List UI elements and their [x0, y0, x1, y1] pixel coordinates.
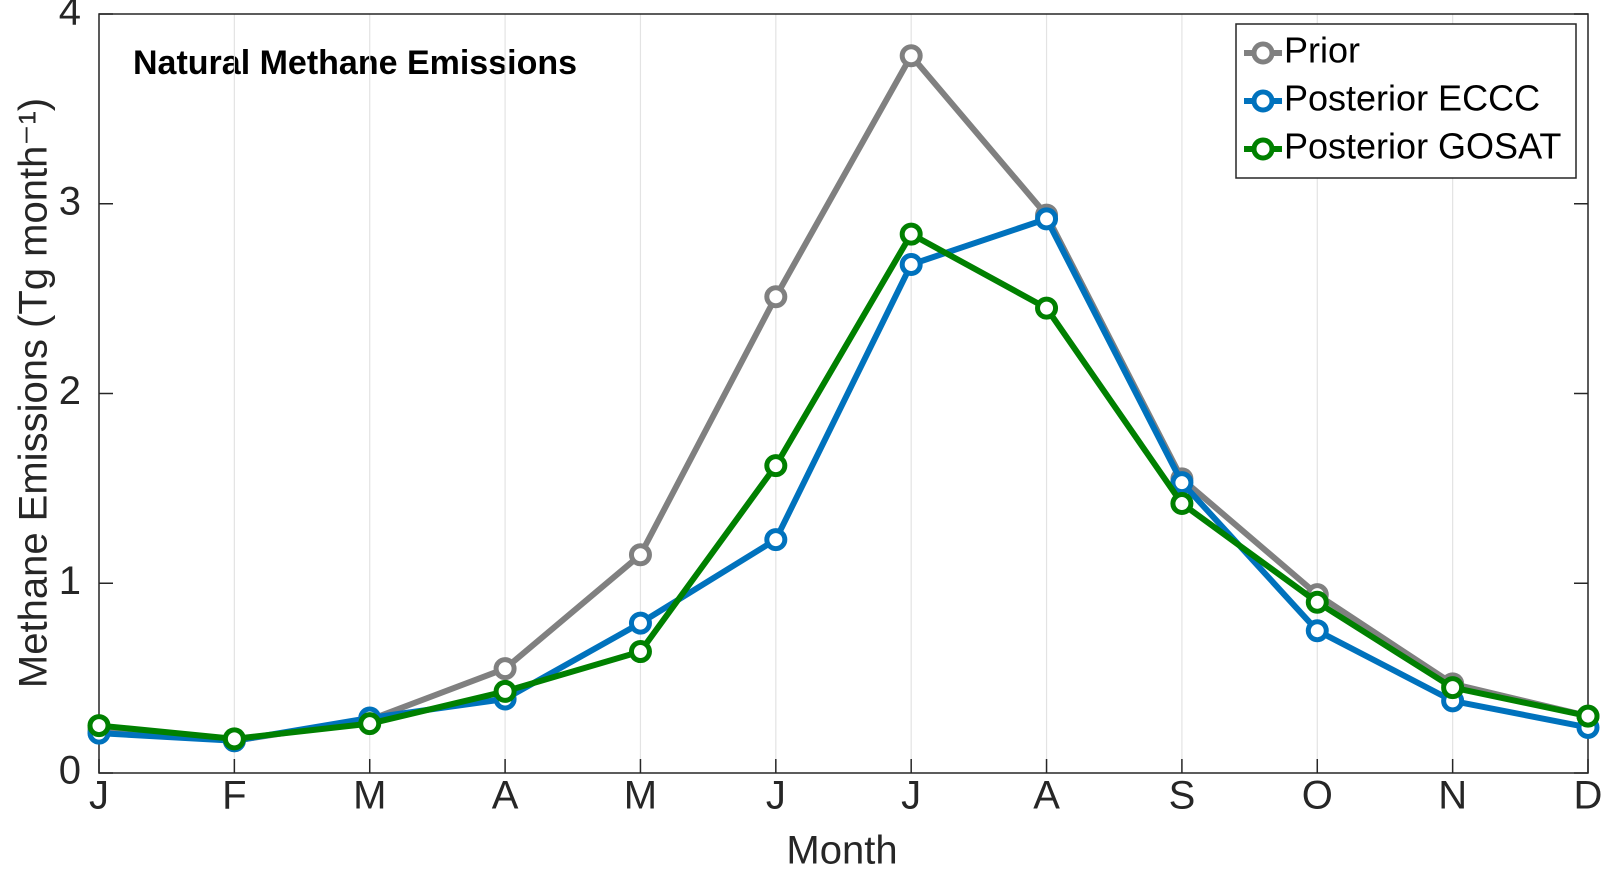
- data-point: [358, 712, 382, 736]
- x-tick-label: J: [766, 774, 786, 818]
- data-point: [899, 252, 923, 276]
- x-tick-label: S: [1169, 774, 1196, 818]
- y-tick-label: 4: [59, 0, 81, 34]
- series-line: [98, 215, 1589, 744]
- data-point: [1170, 471, 1194, 495]
- x-tick-label: M: [624, 774, 657, 818]
- x-tick-label: A: [492, 774, 519, 818]
- data-point: [1576, 704, 1600, 728]
- y-tick-label: 1: [59, 559, 81, 603]
- y-tick-label: 2: [59, 369, 81, 413]
- data-point: [628, 543, 652, 567]
- data-point: [628, 640, 652, 664]
- data-point: [764, 285, 788, 309]
- x-tick-label: D: [1574, 774, 1603, 818]
- data-point: [222, 727, 246, 751]
- y-tick-label: 0: [59, 749, 81, 793]
- legend-marker: [1251, 41, 1275, 65]
- x-tick-label: N: [1438, 774, 1467, 818]
- x-tick-label: M: [353, 774, 386, 818]
- data-point: [493, 679, 517, 703]
- data-point: [899, 44, 923, 68]
- y-tick-label: 3: [59, 179, 81, 223]
- data-point: [1035, 296, 1059, 320]
- x-tick-label: A: [1033, 774, 1060, 818]
- legend-marker: [1251, 137, 1275, 161]
- data-point: [1170, 492, 1194, 516]
- x-axis-label: Month: [786, 829, 897, 873]
- x-tick-label: F: [222, 774, 246, 818]
- data-point: [764, 454, 788, 478]
- x-tick-label: J: [901, 774, 921, 818]
- plot-frame: [98, 13, 1589, 774]
- legend-label: Posterior ECCC: [1284, 78, 1540, 119]
- data-point: [1441, 676, 1465, 700]
- chart-title: Natural Methane Emissions: [133, 44, 577, 82]
- x-tick-label: O: [1302, 774, 1333, 818]
- x-tick-label: J: [89, 774, 109, 818]
- legend-marker: [1251, 89, 1275, 113]
- legend-box: [1235, 23, 1577, 179]
- data-point: [493, 657, 517, 681]
- data-point: [1305, 619, 1329, 643]
- data-point: [87, 714, 111, 738]
- data-point: [1305, 590, 1329, 614]
- legend-label: Posterior GOSAT: [1284, 126, 1561, 167]
- data-point: [764, 528, 788, 552]
- legend-label: Prior: [1284, 30, 1360, 71]
- data-point: [1035, 207, 1059, 231]
- series-line: [98, 231, 1589, 742]
- y-axis-label: Methane Emissions (Tg month⁻¹): [12, 98, 56, 688]
- data-point: [899, 222, 923, 246]
- data-point: [628, 611, 652, 635]
